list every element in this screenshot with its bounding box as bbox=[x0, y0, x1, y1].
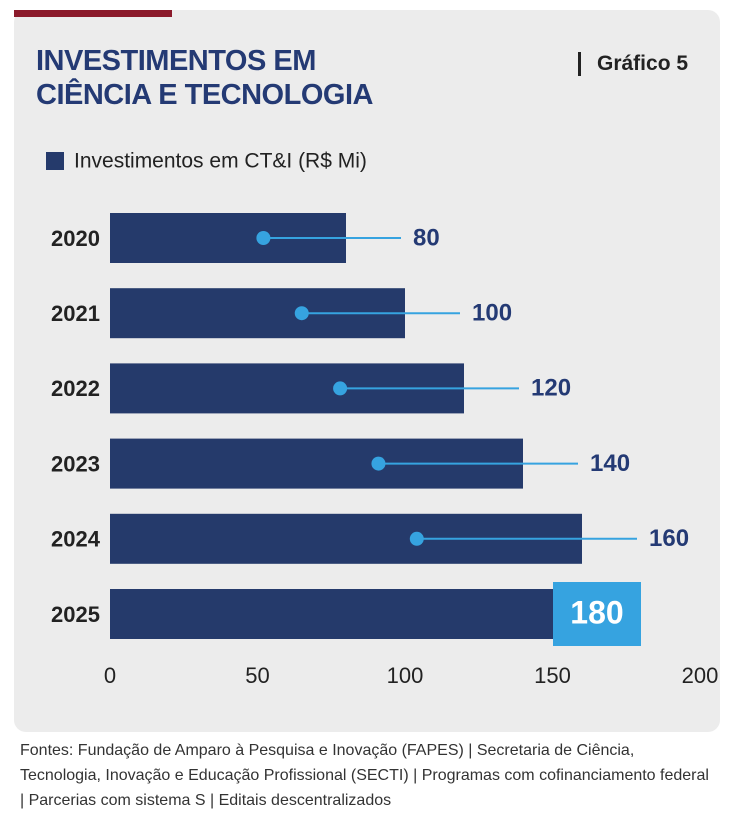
y-tick-label: 2020 bbox=[51, 226, 100, 251]
x-tick-label: 150 bbox=[534, 663, 571, 688]
x-tick-label: 200 bbox=[682, 663, 719, 688]
x-tick-label: 100 bbox=[387, 663, 424, 688]
chart-label: Gráfico 5 bbox=[578, 52, 688, 76]
x-tick-label: 50 bbox=[245, 663, 269, 688]
leader-dot bbox=[409, 531, 424, 546]
chart-title: INVESTIMENTOS EM CIÊNCIA E TECNOLOGIA bbox=[36, 45, 373, 111]
y-tick-label: 2022 bbox=[51, 376, 100, 401]
leader-dot bbox=[256, 231, 271, 245]
accent-bar bbox=[14, 10, 172, 17]
value-label: 160 bbox=[649, 525, 689, 552]
value-label: 180 bbox=[570, 594, 623, 630]
x-tick-label: 0 bbox=[104, 663, 116, 688]
y-tick-label: 2021 bbox=[51, 301, 100, 326]
value-box bbox=[553, 582, 641, 646]
source: Fontes: Fundação de Amparo à Pesquisa e … bbox=[20, 742, 709, 809]
value-label: 140 bbox=[590, 450, 630, 477]
legend-swatch bbox=[46, 152, 64, 170]
value-label: 120 bbox=[531, 375, 571, 402]
value-label: 100 bbox=[472, 300, 512, 327]
chart: Investimentos em CT&I (R$ Mi) 0 50 100 150 20… bbox=[46, 150, 719, 688]
y-tick-label: 2023 bbox=[51, 451, 100, 476]
y-tick-label: 2024 bbox=[51, 527, 101, 552]
leader-dot bbox=[333, 381, 348, 396]
value-label: 80 bbox=[413, 224, 440, 251]
leader-dot bbox=[371, 456, 386, 471]
leader-dot bbox=[294, 306, 309, 321]
legend-label: Investimentos em CT&I (R$ Mi) bbox=[74, 150, 367, 173]
bar bbox=[110, 589, 641, 639]
y-tick-label: 2025 bbox=[51, 602, 100, 627]
